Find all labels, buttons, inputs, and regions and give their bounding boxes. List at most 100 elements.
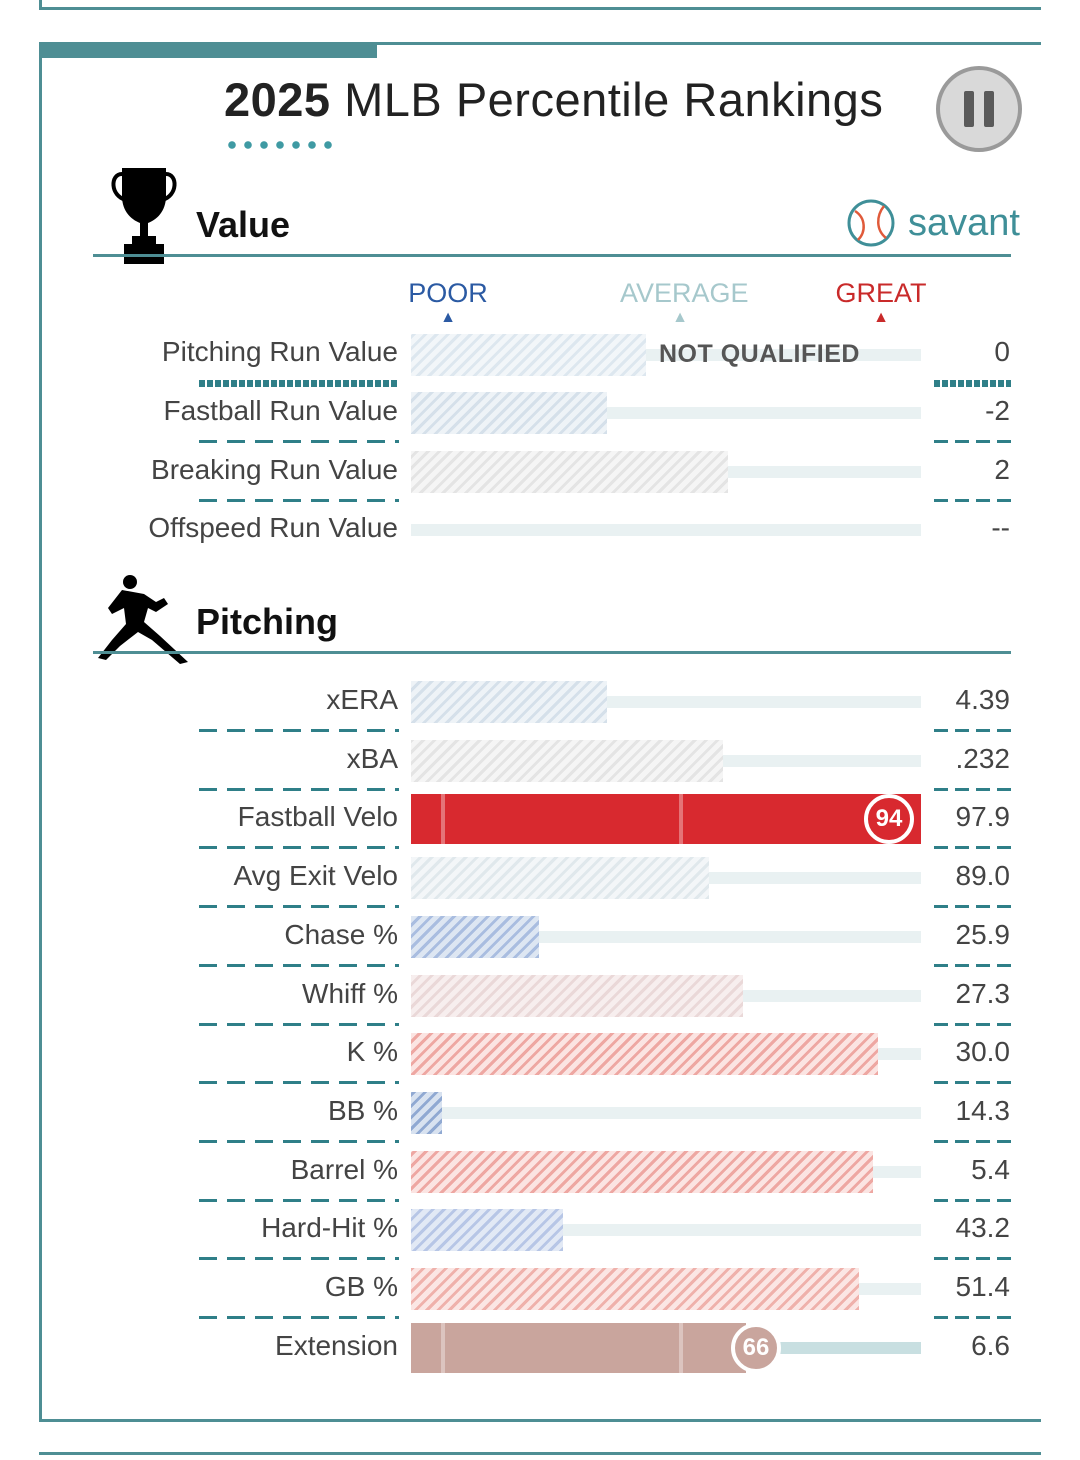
percentile-bar xyxy=(411,451,728,493)
row-label: Offspeed Run Value xyxy=(148,512,398,543)
percentile-bar xyxy=(411,975,743,1017)
legend-poor: POOR ▲ xyxy=(388,278,508,326)
pause-icon-bar xyxy=(984,91,994,127)
row-divider xyxy=(199,1316,399,1319)
row-value: 25.9 xyxy=(955,919,1011,950)
percentile-bar xyxy=(411,334,646,376)
row-label: BB % xyxy=(327,1095,398,1126)
percentile-bar xyxy=(411,392,607,434)
row-label: Fastball Run Value xyxy=(163,395,399,426)
row-divider xyxy=(934,729,1011,732)
triangle-up-icon: ▲ xyxy=(873,309,889,326)
page-title: 2025 MLB Percentile Rankings xyxy=(224,72,883,127)
pitcher-icon xyxy=(98,575,188,664)
percentile-bar xyxy=(411,794,921,844)
row-value: 89.0 xyxy=(955,860,1011,891)
row-divider xyxy=(934,1140,1011,1143)
trophy-icon xyxy=(111,168,177,264)
row-divider xyxy=(199,440,399,443)
row-divider xyxy=(199,905,399,908)
pause-button[interactable] xyxy=(936,66,1022,152)
row-label: Fastball Velo xyxy=(237,801,398,832)
row-value: 0 xyxy=(994,336,1010,367)
row-divider xyxy=(199,1257,399,1260)
legend-average: AVERAGE ▲ xyxy=(620,278,749,326)
row-label: Pitching Run Value xyxy=(161,336,398,367)
row-divider xyxy=(199,1023,399,1026)
legend-poor-label: POOR xyxy=(408,278,488,308)
percentile-bar xyxy=(411,1323,746,1373)
row-label: GB % xyxy=(324,1271,398,1302)
row-divider xyxy=(934,1023,1011,1026)
row-divider xyxy=(199,788,399,791)
row-label: Whiff % xyxy=(302,978,398,1009)
percentile-bar xyxy=(411,1151,873,1193)
row-value: .232 xyxy=(955,743,1011,774)
legend-great-label: GREAT xyxy=(835,278,927,308)
percentile-bar xyxy=(411,681,607,723)
row-divider xyxy=(199,1081,399,1084)
triangle-up-icon: ▲ xyxy=(440,309,456,326)
row-label: xBA xyxy=(346,743,398,774)
percentile-track xyxy=(411,1107,921,1119)
savant-text: savant xyxy=(908,201,1020,244)
row-value: 2 xyxy=(994,454,1010,485)
row-value: 30.0 xyxy=(955,1036,1011,1067)
value-section-rule xyxy=(93,254,1011,257)
row-label: Breaking Run Value xyxy=(151,454,398,485)
previous-card-frame xyxy=(39,0,1041,10)
triangle-up-icon: ▲ xyxy=(672,309,688,326)
row-divider xyxy=(199,1199,399,1202)
bar-gridline xyxy=(679,1323,683,1373)
title-year: 2025 xyxy=(224,73,331,126)
row-label: Chase % xyxy=(284,919,398,950)
row-label: Avg Exit Velo xyxy=(233,860,398,891)
row-divider xyxy=(199,964,399,967)
row-label: K % xyxy=(346,1036,398,1067)
percentile-bar xyxy=(411,857,709,899)
row-label: Hard-Hit % xyxy=(261,1212,398,1243)
percentile-card xyxy=(39,42,1041,1422)
bar-gridline xyxy=(679,794,683,844)
row-divider xyxy=(934,1316,1011,1319)
row-label: Barrel % xyxy=(290,1154,398,1185)
row-divider xyxy=(934,440,1011,443)
percentile-bar xyxy=(411,1268,859,1310)
row-divider xyxy=(934,788,1011,791)
pitching-section-rule xyxy=(93,651,1011,654)
title-underline-dots xyxy=(224,141,336,149)
row-value: -- xyxy=(991,512,1010,543)
baseball-icon xyxy=(847,199,895,247)
row-value: 4.39 xyxy=(955,684,1011,715)
row-divider xyxy=(934,964,1011,967)
row-value: 43.2 xyxy=(955,1212,1011,1243)
pitching-section-title: Pitching xyxy=(196,601,338,642)
row-value: 14.3 xyxy=(955,1095,1011,1126)
row-divider xyxy=(199,499,399,502)
row-value: 51.4 xyxy=(955,1271,1011,1302)
percentile-bar xyxy=(411,1209,563,1251)
row-divider xyxy=(934,499,1011,502)
percentile-bar xyxy=(411,1033,878,1075)
percentile-badge: 94 xyxy=(864,794,914,844)
row-divider xyxy=(934,1257,1011,1260)
row-value: 5.4 xyxy=(971,1154,1010,1185)
row-divider xyxy=(934,1081,1011,1084)
row-value: 6.6 xyxy=(971,1330,1010,1361)
row-divider xyxy=(934,380,1011,387)
savant-logo: savant xyxy=(846,198,1020,248)
bar-gridline xyxy=(441,1323,445,1373)
row-label: Extension xyxy=(275,1330,398,1361)
title-text: MLB Percentile Rankings xyxy=(344,73,884,126)
row-value: 27.3 xyxy=(955,978,1011,1009)
not-qualified-note: NOT QUALIFIED xyxy=(659,340,860,368)
row-divider xyxy=(199,1140,399,1143)
bar-gridline xyxy=(441,794,445,844)
next-card-frame xyxy=(39,1452,1041,1455)
percentile-bar xyxy=(411,1092,442,1134)
card-accent-tab xyxy=(39,42,377,58)
row-divider xyxy=(934,1199,1011,1202)
legend-average-label: AVERAGE xyxy=(620,278,749,308)
row-divider xyxy=(934,905,1011,908)
percentile-track xyxy=(411,524,921,536)
